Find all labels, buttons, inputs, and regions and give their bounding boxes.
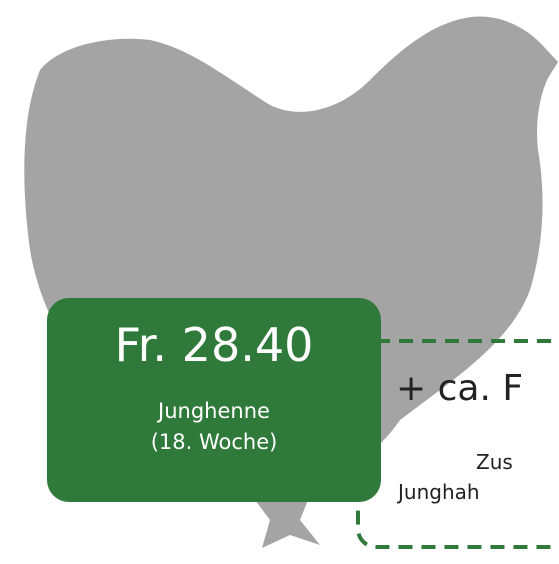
extra-line-2: Junghah <box>398 480 480 504</box>
extra-line-1: Zus <box>476 450 513 474</box>
product-label: Junghenne <box>47 399 381 423</box>
page: Fr. 28.40 Junghenne (18. Woche) + ca. F … <box>0 0 559 564</box>
product-age: (18. Woche) <box>47 430 381 454</box>
extra-headline: + ca. F <box>396 368 523 409</box>
price: Fr. 28.40 <box>47 318 381 372</box>
